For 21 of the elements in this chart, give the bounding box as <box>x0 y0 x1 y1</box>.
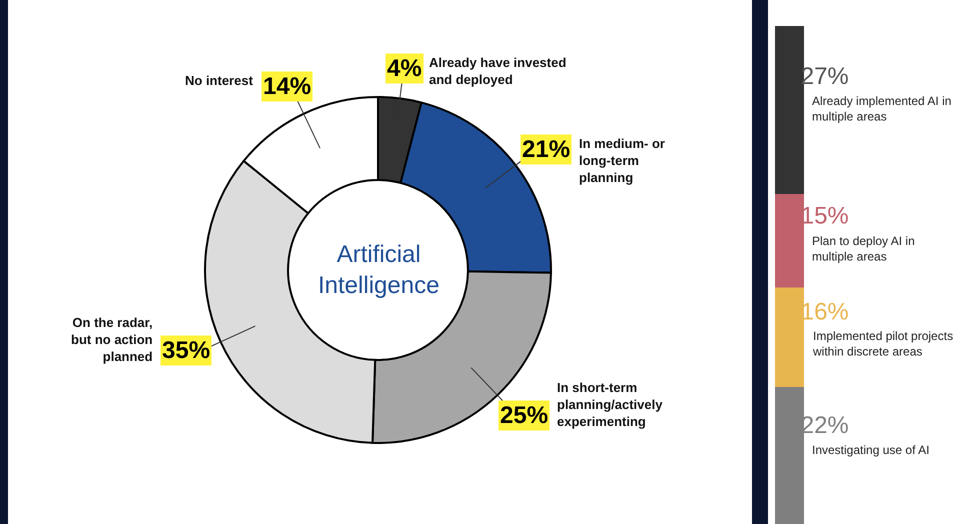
data-label: 14% <box>263 73 312 100</box>
slice-label: No interest <box>185 73 254 88</box>
slice-label: In short-term planning/actively experimenting <box>557 380 664 429</box>
slice-label: Already have invested and deployed <box>429 55 566 87</box>
bar <box>775 288 804 388</box>
text: Artificial Intelligence <box>318 241 440 300</box>
data-label: 21% <box>522 136 570 163</box>
series-label: Implemented pilot projects within discrete areas <box>812 329 954 359</box>
series-label: Already implemented AI in multiple areas <box>812 94 952 124</box>
data-label: 35% <box>162 337 210 364</box>
series-label: Investigating use of AI <box>812 443 930 457</box>
series-label: Plan to deploy AI in multiple areas <box>812 234 915 264</box>
bar <box>775 387 804 524</box>
data-label: 22% <box>800 412 849 440</box>
slice-label: On the radar, but no action planned <box>71 315 153 364</box>
data-label: 16% <box>800 298 849 326</box>
bar <box>775 194 804 288</box>
data-label: 4% <box>387 55 422 82</box>
data-label: 15% <box>800 202 849 230</box>
data-label: 25% <box>500 402 548 429</box>
slice-label: In medium- or long-term planning <box>579 136 665 185</box>
